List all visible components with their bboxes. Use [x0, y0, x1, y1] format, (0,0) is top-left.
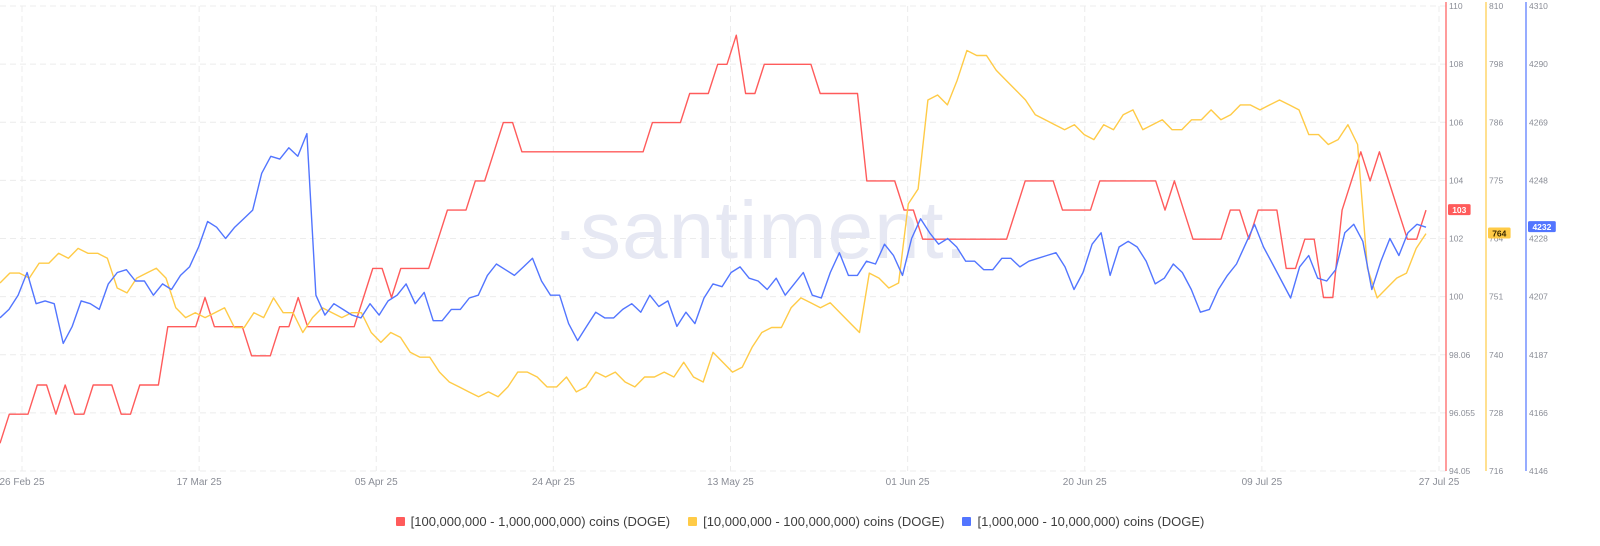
- x-tick-label: 17 Mar 25: [177, 477, 222, 488]
- x-tick-label: 13 May 25: [707, 477, 754, 488]
- y-tick-label-red: 96.055: [1449, 408, 1475, 418]
- y-tick-label-red: 94.05: [1449, 466, 1471, 476]
- legend-swatch-red: [395, 517, 405, 526]
- x-tick-label: 09 Jul 25: [1242, 477, 1283, 488]
- y-tick-label-red: 102: [1449, 234, 1463, 244]
- legend-item-blue[interactable]: [1,000,000 - 10,000,000) coins (DOGE): [962, 514, 1204, 529]
- x-tick-label: 01 Jun 25: [886, 477, 930, 488]
- y-tick-label-red: 98.06: [1449, 350, 1471, 360]
- series-line-yellow: [0, 49, 1427, 398]
- badge-label: 4232: [1532, 222, 1551, 232]
- y-tick-label-red: 100: [1449, 292, 1463, 302]
- badge-label: 764: [1492, 229, 1506, 239]
- legend-label-red: [100,000,000 - 1,000,000,000) coins (DOG…: [410, 514, 671, 529]
- y-tick-label-yellow: 810: [1489, 1, 1503, 11]
- series-line-blue: [0, 132, 1427, 345]
- x-axis: 26 Feb 25 17 Mar 25 05 Apr 25 24 Apr 25 13 M…: [0, 477, 1460, 488]
- y-tick-label-yellow: 751: [1489, 292, 1503, 302]
- y-tick-label-yellow: 728: [1489, 408, 1503, 418]
- y-tick-label-yellow: 786: [1489, 117, 1503, 127]
- legend-swatch-blue: [962, 517, 972, 526]
- santiment-watermark: ·santiment.: [552, 185, 969, 276]
- x-tick-label: 24 Apr 25: [532, 477, 575, 488]
- y-tick-label-yellow: 798: [1489, 59, 1503, 69]
- legend-item-yellow[interactable]: [10,000,000 - 100,000,000) coins (DOGE): [688, 514, 944, 529]
- legend-item-red[interactable]: [100,000,000 - 1,000,000,000) coins (DOG…: [395, 514, 671, 529]
- badge-bg: [1448, 204, 1471, 216]
- y-tick-label-yellow: 740: [1489, 350, 1503, 360]
- badge-bg: [1488, 227, 1511, 239]
- x-tick-label: 27 Jul 25: [1419, 477, 1460, 488]
- y-tick-label-blue: 4310: [1529, 1, 1548, 11]
- y-tick-label-blue: 4248: [1529, 175, 1548, 185]
- y-tick-label-blue: 4187: [1529, 350, 1548, 360]
- y-tick-label-red: 104: [1449, 175, 1463, 185]
- y-tick-label-blue: 4207: [1529, 292, 1548, 302]
- series-layer: [0, 34, 1427, 444]
- y-tick-label-blue: 4146: [1529, 466, 1548, 476]
- legend-swatch-yellow: [688, 517, 698, 526]
- last-value-badge-red: 103: [1448, 204, 1471, 216]
- legend: [100,000,000 - 1,000,000,000) coins (DOG…: [0, 514, 1600, 529]
- badge-label: 103: [1452, 205, 1466, 215]
- legend-label-yellow: [10,000,000 - 100,000,000) coins (DOGE): [703, 514, 945, 529]
- y-tick-label-yellow: 775: [1489, 175, 1503, 185]
- last-value-badge-blue: 4232: [1528, 221, 1556, 233]
- x-tick-label: 20 Jun 25: [1063, 477, 1107, 488]
- series-line-red: [0, 34, 1427, 444]
- y-tick-label-blue: 4166: [1529, 408, 1548, 418]
- y-tick-label-blue: 4290: [1529, 59, 1548, 69]
- y-axes: 110 108 106 104 102 100 98.06 96.055 94.05 103 810…: [1445, 1, 1556, 476]
- x-tick-label: 05 Apr 25: [355, 477, 398, 488]
- badge-bg: [1528, 221, 1556, 233]
- y-tick-label-blue: 4228: [1529, 234, 1548, 244]
- legend-label-blue: [1,000,000 - 10,000,000) coins (DOGE): [977, 514, 1205, 529]
- grid-layer: [0, 5, 1446, 472]
- y-tick-label-red: 110: [1449, 1, 1463, 11]
- y-tick-label-blue: 4269: [1529, 117, 1548, 127]
- y-tick-label-yellow: 716: [1489, 466, 1503, 476]
- last-value-badge-yellow: 764: [1488, 227, 1511, 239]
- y-tick-label-red: 108: [1449, 59, 1463, 69]
- y-tick-label-red: 106: [1449, 117, 1463, 127]
- x-tick-label: 26 Feb 25: [0, 477, 45, 488]
